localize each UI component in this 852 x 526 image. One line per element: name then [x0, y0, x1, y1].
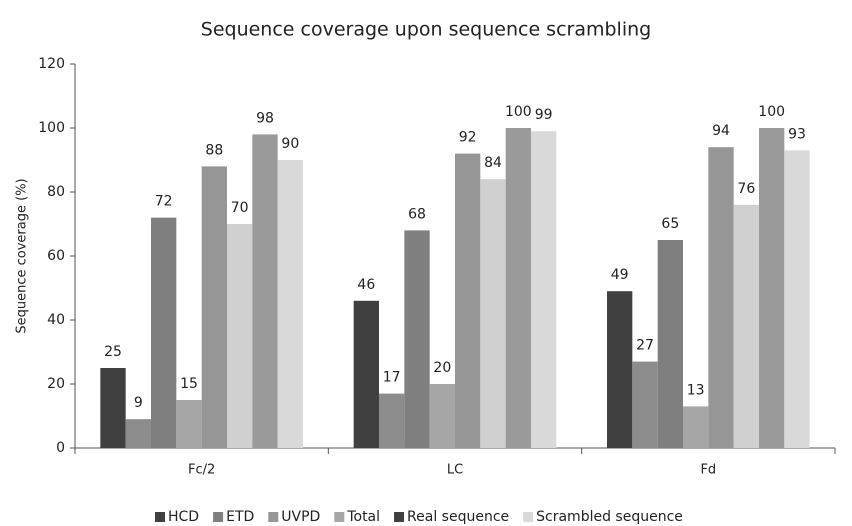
- bar: [505, 128, 531, 448]
- y-tick-label: 100: [38, 120, 65, 136]
- data-label: 90: [281, 136, 299, 152]
- data-label: 100: [505, 104, 532, 120]
- data-label: 92: [459, 130, 477, 146]
- bar: [353, 300, 379, 448]
- data-label: 72: [155, 194, 173, 210]
- x-tick-label: Fd: [700, 463, 716, 478]
- bar: [733, 204, 759, 448]
- bar: [176, 400, 202, 448]
- data-label: 13: [687, 382, 705, 398]
- y-tick-label: 40: [47, 312, 65, 328]
- y-tick-label: 120: [38, 56, 65, 72]
- x-tick-label: Fc/2: [188, 463, 215, 478]
- y-tick-label: 80: [47, 184, 65, 200]
- bar: [708, 147, 734, 448]
- legend-label: Total: [346, 509, 380, 525]
- legend-label: Real sequence: [407, 509, 509, 525]
- y-tick-label: 60: [47, 248, 65, 264]
- legend-label: UVPD: [281, 509, 320, 525]
- bar: [125, 419, 151, 448]
- y-tick-label: 20: [47, 376, 65, 392]
- legend-swatch: [334, 512, 345, 522]
- data-label: 76: [737, 181, 755, 197]
- data-label: 88: [205, 142, 223, 158]
- bar: [784, 150, 810, 448]
- data-label: 84: [484, 155, 502, 171]
- data-label: 49: [611, 267, 629, 283]
- data-label: 65: [661, 216, 679, 232]
- bar: [277, 160, 303, 448]
- data-label: 68: [408, 206, 426, 222]
- bar: [151, 217, 177, 448]
- bar: [632, 361, 658, 448]
- data-label: 9: [134, 395, 143, 411]
- bar: [455, 153, 481, 448]
- legend-label: ETD: [226, 509, 254, 525]
- data-label: 93: [788, 126, 806, 142]
- legend-label: HCD: [168, 509, 199, 525]
- data-label: 46: [357, 277, 375, 293]
- data-label: 25: [104, 344, 122, 360]
- legend-swatch: [394, 512, 405, 522]
- data-label: 20: [433, 360, 451, 376]
- bar: [607, 291, 633, 448]
- data-label: 100: [758, 104, 785, 120]
- bar: [201, 166, 227, 448]
- bar: [759, 128, 785, 448]
- bar: [480, 179, 506, 448]
- data-label: 27: [636, 338, 654, 354]
- bar: [531, 131, 557, 448]
- legend-swatch: [213, 512, 224, 522]
- bar: [404, 230, 430, 448]
- bar: [429, 384, 455, 448]
- legend-label: Scrambled sequence: [536, 509, 683, 525]
- bar: [100, 368, 126, 448]
- y-axis-label: Sequence coverage (%): [15, 178, 30, 333]
- bar: [683, 406, 709, 448]
- legend-swatch: [155, 512, 165, 522]
- bar: [379, 393, 405, 448]
- data-label: 99: [535, 107, 553, 123]
- x-tick-label: LC: [447, 463, 463, 478]
- data-label: 70: [231, 200, 249, 216]
- bar: [252, 134, 278, 448]
- data-label: 98: [256, 110, 274, 126]
- bar: [227, 224, 253, 448]
- data-label: 15: [180, 376, 198, 392]
- y-tick-label: 0: [56, 440, 65, 456]
- legend-swatch: [523, 512, 534, 522]
- data-label: 17: [383, 370, 401, 386]
- bar: [657, 240, 683, 448]
- legend-swatch: [268, 512, 279, 522]
- chart-title: Sequence coverage upon sequence scrambli…: [201, 19, 651, 41]
- data-label: 94: [712, 123, 730, 139]
